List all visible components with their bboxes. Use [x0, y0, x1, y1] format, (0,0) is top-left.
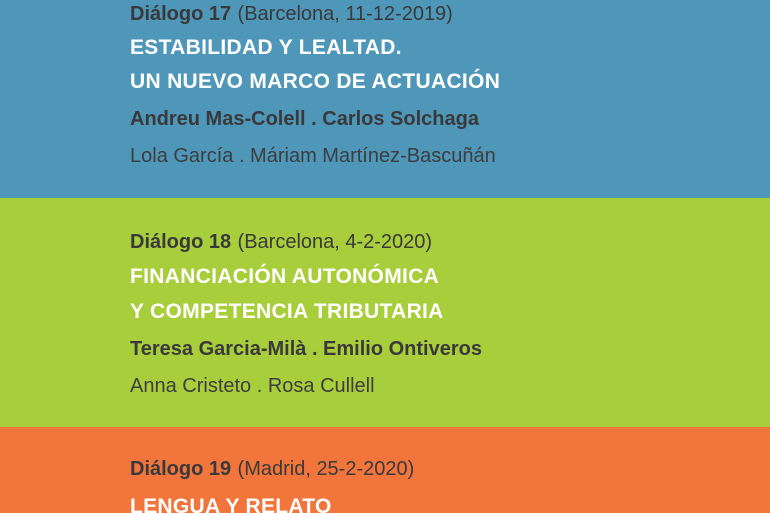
panel-dialogo-18: Diálogo 18 (Barcelona, 4-2-2020) FINANCIA… — [0, 198, 770, 427]
dialog-number-label: Diálogo 19 — [130, 458, 232, 480]
dialog-number-label: Diálogo 17 — [130, 3, 232, 25]
speakers-line: Teresa Garcia-Milà . Emilio Ontiveros — [130, 338, 482, 360]
panel-dialogo-17: Diálogo 17 (Barcelona, 11-12-2019) ESTABI… — [0, 0, 770, 198]
dialog-title-line-1: ESTABILIDAD Y LEALTAD. — [130, 36, 402, 59]
dialog-title-line-1: FINANCIACIÓN AUTONÓMICA — [130, 265, 440, 288]
dialog-meta-line: Diálogo 19 (Madrid, 25-2-2020) — [130, 458, 414, 480]
speakers-line: Andreu Mas-Colell . Carlos Solchaga — [130, 108, 479, 130]
dialog-location-date: (Madrid, 25-2-2020) — [237, 458, 415, 480]
panel-dialogo-19: Diálogo 19 (Madrid, 25-2-2020) LENGUA Y R… — [0, 427, 770, 513]
dialog-meta-line: Diálogo 18 (Barcelona, 4-2-2020) — [130, 231, 432, 253]
dialog-meta-line: Diálogo 17 (Barcelona, 11-12-2019) — [130, 3, 453, 25]
moderators-line: Lola García . Máriam Martínez-Bascuñán — [130, 145, 496, 167]
dialog-title-line-2: UN NUEVO MARCO DE ACTUACIÓN — [130, 70, 501, 93]
dialog-location-date: (Barcelona, 11-12-2019) — [237, 3, 453, 25]
dialog-location-date: (Barcelona, 4-2-2020) — [237, 231, 433, 253]
dialog-title-line-2: Y COMPETENCIA TRIBUTARIA — [130, 300, 444, 323]
moderators-line: Anna Cristeto . Rosa Cullell — [130, 375, 375, 397]
dialog-number-label: Diálogo 18 — [130, 231, 232, 253]
dialog-title-line-1: LENGUA Y RELATO — [130, 495, 332, 513]
